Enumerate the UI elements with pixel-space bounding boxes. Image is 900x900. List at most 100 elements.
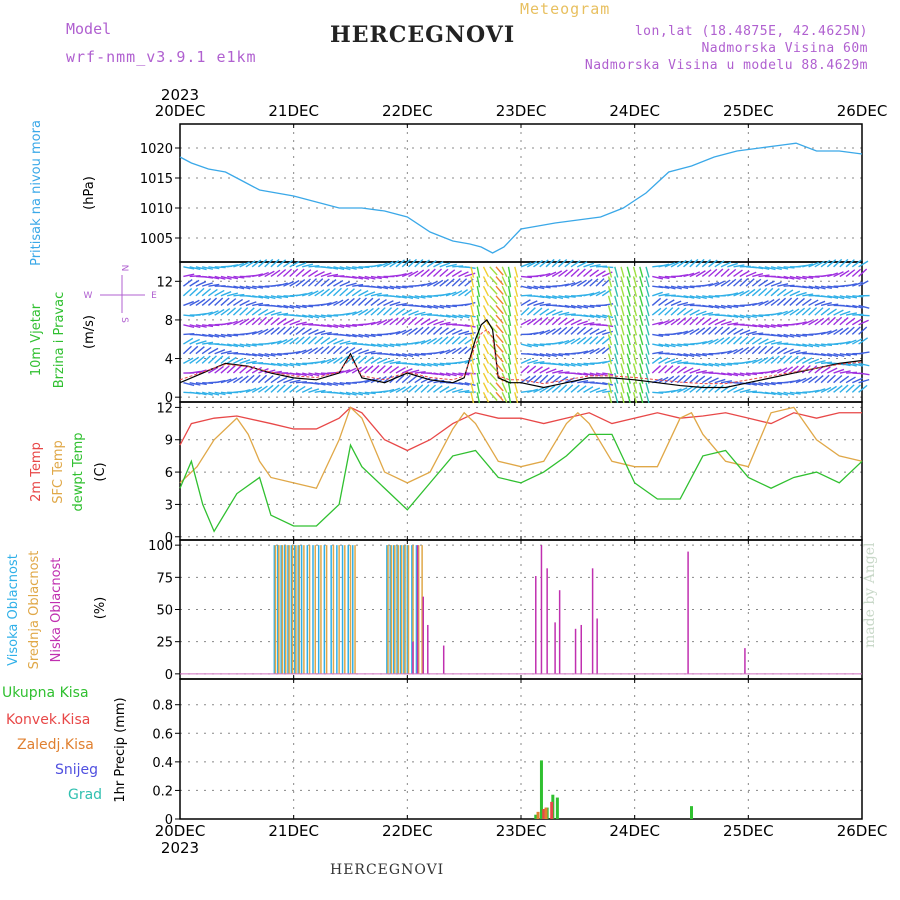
wind-arrow [452, 372, 464, 377]
wind-arrow [414, 317, 424, 326]
wind-arrow [852, 377, 863, 384]
wind-arrow [258, 271, 269, 278]
wind-arrow [458, 336, 468, 345]
wind-arrow [201, 297, 212, 306]
wind-arrow [351, 289, 362, 297]
wind-arrow [745, 372, 758, 376]
wind-arrow [445, 328, 456, 336]
wind-arrow [289, 304, 301, 309]
wind-arrow [639, 276, 644, 288]
wind-arrow [458, 289, 468, 297]
wind-arrow [239, 365, 249, 374]
y-tick-label: 12 [156, 275, 173, 290]
wind-arrow [595, 270, 606, 278]
wind-arrow [389, 307, 399, 316]
wind-arrow [495, 285, 504, 295]
wind-arrow [470, 295, 475, 307]
wind-arrow [227, 264, 239, 268]
wind-arrow [482, 343, 490, 355]
wind-arrow [783, 355, 793, 364]
wind-arrow [589, 387, 601, 393]
wind-arrow [645, 285, 650, 297]
wind-arrow [345, 333, 357, 338]
wind-arrow [626, 305, 631, 317]
wind-arrow [189, 274, 201, 278]
wind-arrow [576, 268, 586, 277]
wind-arrow [789, 297, 799, 306]
wind-arrow [552, 295, 564, 300]
wind-arrow [695, 316, 705, 326]
wind-arrow [233, 298, 244, 307]
wind-arrow [583, 327, 593, 335]
wind-arrow [283, 304, 295, 309]
wind-arrow [745, 390, 758, 394]
wind-arrow [395, 329, 407, 336]
wind-arrow [258, 328, 269, 336]
wind-arrow [183, 324, 195, 329]
wind-arrow [758, 356, 769, 364]
wind-arrow [783, 391, 795, 396]
wind-arrow [620, 305, 625, 317]
wind-arrow [670, 300, 682, 307]
wind-arrow [814, 307, 824, 316]
wind-arrow [846, 353, 858, 356]
wind-arrow [726, 268, 737, 278]
wind-arrow [289, 326, 299, 335]
wind-arrow [820, 366, 831, 374]
wind-arrow [639, 305, 644, 317]
wind-arrow [620, 353, 625, 365]
wind-arrow [308, 388, 320, 394]
wind-arrow [558, 384, 568, 393]
wind-arrow [845, 259, 855, 268]
total-rain-bar [555, 797, 559, 819]
wind-arrow [389, 366, 400, 374]
wind-arrow [189, 382, 201, 386]
wind-arrow [289, 350, 301, 355]
wind-arrow [583, 362, 595, 366]
dewpt-line [179, 433, 863, 533]
wind-arrow [645, 314, 650, 326]
wind-arrow [420, 268, 430, 278]
wind-arrow [677, 301, 689, 307]
wind-arrow [652, 291, 663, 297]
wind-arrow [239, 299, 250, 307]
wind-arrow [607, 266, 613, 278]
wind-arrow [701, 326, 712, 335]
wind-arrow [858, 314, 870, 317]
wind-arrow [264, 362, 276, 366]
wind-arrow [795, 351, 808, 355]
wind-arrow [689, 258, 699, 268]
wind-arrow [489, 372, 498, 382]
wind-arrow [576, 261, 588, 268]
wind-arrow [770, 391, 782, 396]
wind-arrow [658, 319, 669, 326]
wind-arrow [814, 331, 826, 336]
wind-arrow [489, 362, 498, 372]
wind-arrow [270, 326, 280, 335]
wind-arrow [214, 365, 224, 374]
wind-arrow [620, 314, 625, 326]
wind-gust-line [179, 328, 863, 385]
pressure-title: Pritisak na nivou mora [29, 120, 44, 266]
wind-arrow [264, 310, 276, 316]
wind-arrow [545, 385, 556, 393]
wind-arrow [833, 309, 844, 316]
wind-arrow [645, 343, 650, 355]
wind-arrow [202, 341, 214, 345]
wind-title-2: Brzina i Pravac [52, 292, 67, 389]
wind-arrow [533, 366, 543, 374]
wind-arrow [814, 343, 826, 347]
wind-arrow [233, 376, 244, 384]
wind-arrow [520, 358, 532, 365]
wind-arrow [526, 307, 536, 316]
wind-arrow [301, 291, 313, 297]
wind-arrow [545, 374, 555, 384]
wind-arrow [564, 313, 576, 316]
wind-arrow [770, 341, 782, 345]
wind-arrow [607, 305, 613, 317]
wind-arrow [208, 266, 220, 270]
wind-arrow [714, 268, 724, 277]
wind-arrow [376, 365, 386, 374]
wind-arrow [851, 384, 861, 393]
wind-arrow [770, 266, 782, 271]
